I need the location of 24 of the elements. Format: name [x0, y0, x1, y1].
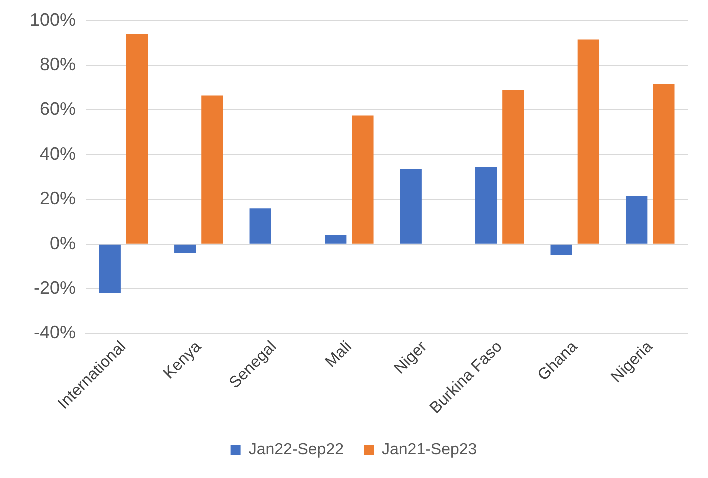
- bar: [99, 244, 121, 294]
- bar: [653, 84, 675, 244]
- bar: [325, 235, 347, 244]
- bar: [502, 90, 524, 244]
- y-tick-label: -20%: [34, 278, 76, 298]
- y-tick-label: 60%: [40, 99, 76, 120]
- bar: [202, 96, 224, 244]
- bar: [126, 34, 148, 244]
- y-tick-label: 100%: [30, 10, 76, 30]
- bar: [174, 244, 196, 254]
- bar: [352, 116, 374, 244]
- y-tick-label: 80%: [40, 54, 76, 74]
- bar: [476, 167, 498, 244]
- legend-label: Jan21-Sep23: [382, 441, 478, 458]
- y-tick-label: -40%: [34, 322, 76, 343]
- bar: [550, 244, 572, 256]
- legend-label: Jan22-Sep22: [248, 441, 344, 458]
- bar: [578, 40, 600, 244]
- y-tick-label: 20%: [40, 188, 76, 209]
- bar: [250, 208, 272, 244]
- y-tick-label: 40%: [40, 144, 76, 164]
- bar: [400, 169, 422, 244]
- y-tick-label: 0%: [50, 233, 76, 254]
- bar: [626, 196, 648, 244]
